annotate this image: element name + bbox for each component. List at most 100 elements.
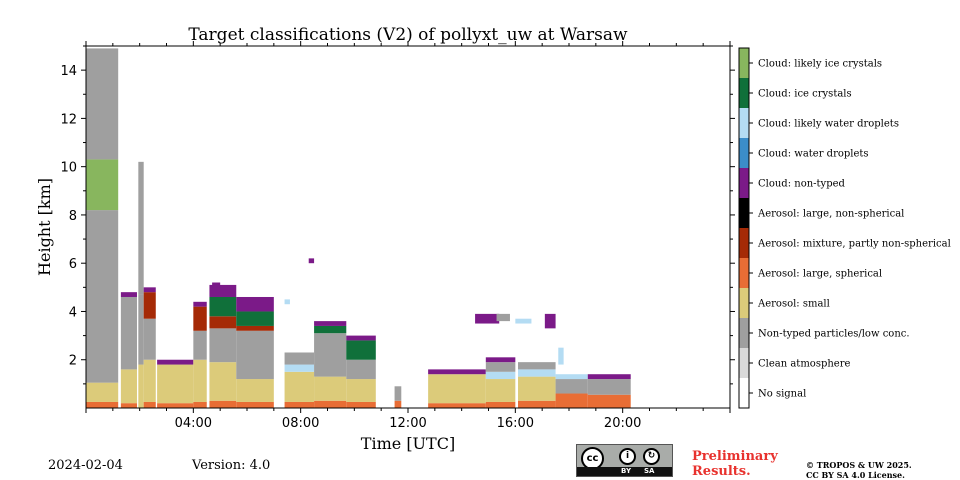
time-profile [120,292,137,408]
class-patch-likely_water [558,347,564,365]
date-label: 2024-02-04 [48,458,123,473]
y-axis-label: Height [km] [35,178,54,276]
class-cell-large_sph [346,401,376,408]
class-cell-small [236,379,274,402]
class-cell-large_sph [428,403,486,408]
class-cell-cloud_nontyped [587,374,631,380]
class-cell-nontyped [120,296,137,370]
legend-label: Cloud: likely water droplets [758,119,899,130]
class-cell-large_sph [587,394,631,408]
legend-swatch-likely_ice [739,48,749,78]
legend-label: Cloud: likely ice crystals [758,59,882,70]
class-cell-large_sph [314,400,347,408]
cc-license-badge: cc i ↻ BY SA [576,444,673,477]
x-tick-label: 08:00 [282,416,319,431]
share-alike-icon: ↻ [643,448,660,465]
class-cell-mixture [209,316,237,329]
class-cell-large_sph [236,401,274,408]
class-cell-nontyped [518,362,556,370]
class-cell-small [284,371,315,402]
time-profile [314,321,347,408]
class-cell-likely_water [485,371,516,380]
class-cell-large_sph [555,393,588,408]
legend-swatch-large_sph [739,258,749,288]
class-cell-nontyped [394,386,402,401]
class-cell-nontyped [555,379,588,394]
legend-label: Cloud: water droplets [758,149,869,160]
y-tick-label: 10 [60,161,77,176]
legend-swatch-large_nonsph [739,198,749,228]
class-patch-nontyped [496,313,510,322]
class-patch-cloud_nontyped [212,282,221,290]
time-profile [209,284,237,408]
class-cell-large_sph [193,401,207,408]
time-profile [284,352,315,408]
y-tick-label: 8 [69,209,77,224]
x-tick-label: 20:00 [604,416,641,431]
class-cell-nontyped [138,294,144,365]
colorbar-frame [738,47,750,409]
copyright-notice: © TROPOS & UW 2025. CC BY SA 4.0 License… [806,460,912,480]
chart-title: Target classifications (V2) of pollyxt_u… [188,25,628,45]
class-cell-cloud_nontyped [346,335,376,341]
class-cell-likely_water [555,374,588,380]
version-label: Version: 4.0 [192,458,271,473]
class-cell-cloud_nontyped [485,357,516,363]
x-axis-label: Time [UTC] [361,434,455,453]
class-cell-small [86,382,119,402]
legend-label: Cloud: non-typed [758,179,846,190]
class-cell-small [143,359,156,402]
legend-swatch-cloud_nontyped [739,168,749,198]
legend-label: No signal [758,389,806,400]
legend-swatch-no_signal [739,378,749,408]
class-cell-ice [346,340,376,360]
time-profile [193,301,207,408]
class-cell-large_sph [143,401,156,408]
legend-swatch-clean [739,348,749,378]
class-cell-cloud_nontyped [428,369,486,375]
y-tick-label: 2 [69,354,77,369]
legend-swatch-likely_water [739,108,749,138]
legend-swatch-mixture [739,228,749,258]
legend-swatch-water [739,138,749,168]
license-sa-label: SA [644,467,655,475]
class-cell-nontyped [236,330,274,380]
time-profile [555,374,588,408]
legend-label: Aerosol: mixture, partly non-spherical [757,239,951,250]
time-profile [143,287,156,408]
time-profile [236,296,274,408]
legend-label: Aerosol: large, non-spherical [757,209,904,220]
class-cell-large_sph [284,401,315,408]
class-cell-large_sph [120,403,137,408]
class-cell-cloud_nontyped [236,296,274,312]
class-cell-mixture [143,292,156,319]
class-cell-small [193,359,207,402]
class-cell-mixture [193,306,207,331]
class-cell-nontyped [143,318,156,360]
x-tick-label: 12:00 [389,416,426,431]
y-tick-label: 6 [69,257,77,272]
preliminary-results-label: Preliminary Results. [692,449,778,479]
class-patch-cloud_nontyped [475,313,500,324]
class-cell-cloud_nontyped [157,359,194,365]
colorbar: No signal Clean atmosphere Non-typed parti… [738,47,951,409]
x-tick-label: 04:00 [175,416,212,431]
y-tick-label: 14 [60,64,77,79]
class-cell-large_sph [209,400,237,408]
time-profile [587,374,631,408]
class-cell-nontyped [314,333,347,377]
class-cell-small [157,364,194,404]
time-profile [346,335,376,408]
class-cell-mixture [236,325,274,331]
time-profile [428,369,486,408]
y-tick-label: 12 [60,112,77,127]
class-cell-likely_ice [86,159,119,211]
class-cell-large_sph [485,401,516,408]
class-cell-small [138,364,144,408]
attribution-icon: i [619,448,636,465]
license-by-label: BY [621,467,632,475]
class-cell-nontyped [86,210,119,383]
time-profile [394,386,402,408]
time-profile [485,357,516,408]
time-profile [518,362,556,408]
